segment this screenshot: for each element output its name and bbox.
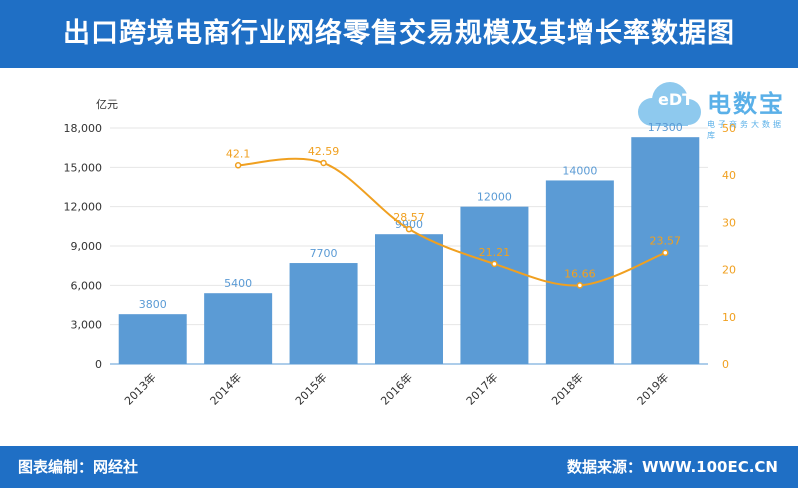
y-axis-ticks: 0 3,000 6,000 9,000 12,000 15,000 18,000 [64,122,103,371]
bar-value-label: 17300 [648,121,683,134]
x-tick-label: 2013年 [121,370,158,407]
x-tick-label: 2017年 [463,370,500,407]
footer-source-editor: 图表编制：网经社 [18,458,139,476]
bar-value-label: 12000 [477,191,512,204]
bar-value-label: 9900 [395,218,423,231]
y2-axis-ticks: 0 10 20 30 40 50 [722,122,736,371]
y-tick-label: 0 [95,358,102,371]
bar-value-label: 5400 [224,277,252,290]
y-tick-label: 12,000 [64,201,103,214]
y-tick-label: 15,000 [64,161,103,174]
line-point [662,249,669,256]
chart: 亿元 0 3,000 6,000 9,000 12,000 15,000 18,000 0 1… [64,98,737,408]
line-value-label: 42.59 [308,145,340,158]
line-value-label: 16.66 [564,267,596,280]
line-value-label: 42.1 [226,147,251,160]
bar [118,314,187,364]
footer-bar: 图表编制：网经社 数据来源：WWW.100EC.CN [0,446,798,488]
line-value-label: 23.57 [650,235,682,248]
logo-text: 电数宝 [707,90,785,118]
y-axis-label: 亿元 [96,98,118,111]
x-tick-label: 2015年 [292,370,329,407]
y-tick-label: 3,000 [71,319,103,332]
logo-mark: eDT [658,90,694,109]
x-tick-label: 2019年 [634,370,671,407]
line-value-label: 28.57 [393,211,425,224]
line-value-label: 21.21 [479,246,511,259]
y2-tick-label: 20 [722,264,736,277]
y-tick-label: 18,000 [64,122,103,135]
y-tick-label: 9,000 [71,240,103,253]
growth-line [238,157,666,287]
logo-subtext: 电子商务大数据库 [707,120,784,140]
line-point [234,162,242,169]
bar-value-label: 3800 [139,298,167,311]
bar [375,234,443,364]
bar-labels: 3800 5400 7700 9900 12000 14000 17300 [139,121,683,311]
y2-tick-label: 50 [722,122,736,135]
line-point [405,225,413,233]
cloud-logo-icon [638,82,701,126]
y-tick-label: 6,000 [71,279,103,292]
line-labels: 42.1 42.59 28.57 21.21 16.66 23.57 [226,145,681,280]
logo: eDT 电数宝 电子商务大数据库 [630,76,790,140]
y2-tick-label: 40 [722,169,736,182]
y2-tick-label: 10 [722,311,736,324]
x-tick-label: 2018年 [549,370,586,407]
y2-tick-label: 30 [722,216,736,229]
y2-tick-label: 0 [722,358,729,371]
x-axis-ticks: 2013年 2014年 2015年 2016年 2017年 2018年 2019年 [121,370,671,407]
header-bar: 出口跨境电商行业网络零售交易规模及其增长率数据图 [0,0,798,68]
x-tick-label: 2014年 [207,370,244,407]
bar [204,293,273,364]
bar [289,263,358,364]
bar-value-label: 7700 [310,247,338,260]
line-point [491,260,498,268]
line-points [234,159,669,289]
bar-series [118,137,700,364]
bar-value-label: 14000 [562,164,597,177]
line-point [320,159,327,167]
bar [460,206,529,364]
x-tick-label: 2016年 [378,370,415,407]
bar [545,180,614,364]
line-point [576,282,584,289]
footer-data-source: 数据来源：WWW.100EC.CN [567,458,778,476]
page-title: 出口跨境电商行业网络零售交易规模及其增长率数据图 [63,18,735,49]
